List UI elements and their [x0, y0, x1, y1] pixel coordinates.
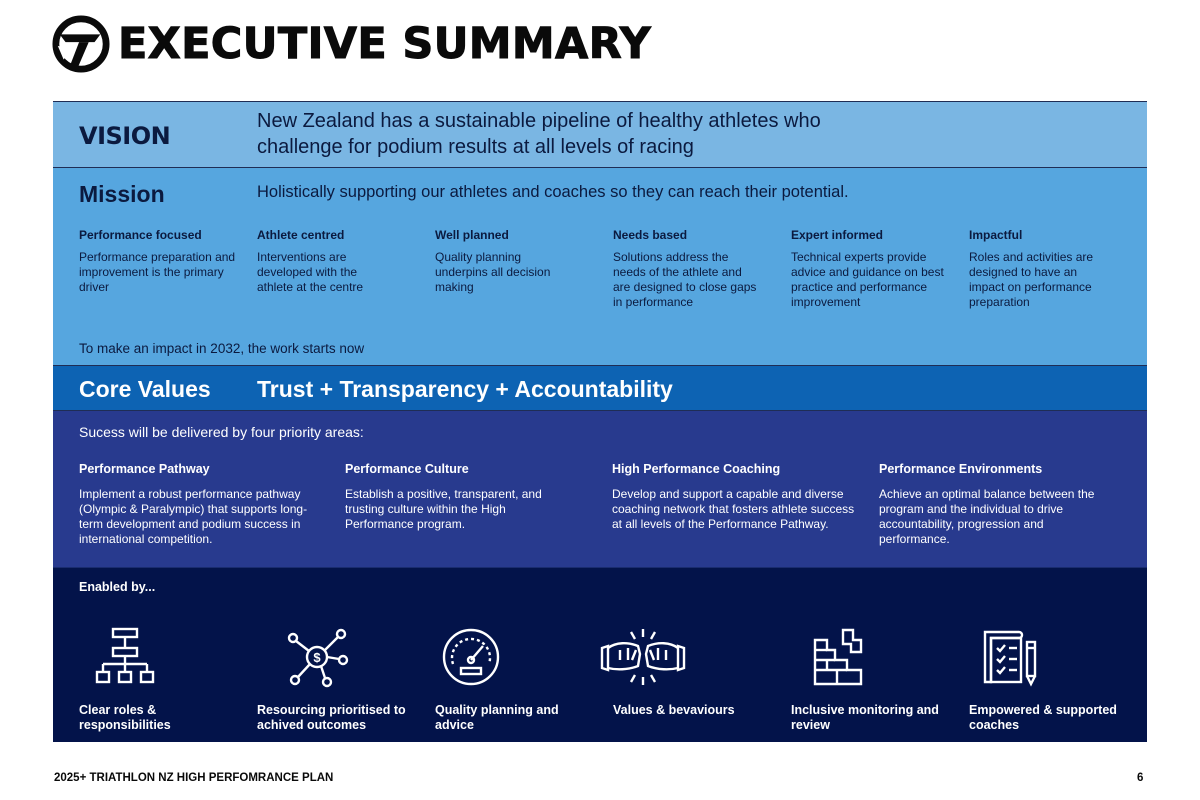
pillar-desc: Interventions are developed with the ath… — [257, 250, 364, 294]
mission-pillar: Expert informed Technical experts provid… — [791, 228, 946, 310]
pillar-title: Expert informed — [791, 228, 884, 242]
pillar-title: Performance focused — [79, 228, 202, 242]
mission-pillar: Performance focused Performance preparat… — [79, 228, 239, 295]
speedometer-icon — [442, 628, 500, 686]
priority-area-title: Performance Culture — [345, 462, 469, 476]
priority-area-desc: Establish a positive, transparent, and t… — [345, 487, 542, 531]
priority-area: Performance Culture Establish a positive… — [345, 462, 560, 532]
mission-section: Mission Holistically supporting our athl… — [53, 167, 1147, 365]
mission-pillar: Impactful Roles and activities are desig… — [969, 228, 1109, 310]
enabled-by-label: Enabled by... — [79, 580, 156, 594]
vision-text: New Zealand has a sustainable pipeline o… — [257, 110, 821, 158]
pillar-desc: Technical experts provide advice and gui… — [791, 250, 944, 309]
priority-area-desc: Develop and support a capable and divers… — [612, 487, 855, 531]
org-chart-icon — [95, 627, 155, 684]
enabler-label: Inclusive monitoring and review — [791, 703, 939, 732]
page-title: EXECUTIVE SUMMARY — [117, 19, 652, 70]
priority-area: Performance Pathway Implement a robust p… — [79, 462, 324, 547]
pillar-desc: Quality planning underpins all decision … — [435, 250, 551, 294]
priority-area-desc: Implement a robust performance pathway (… — [79, 487, 308, 546]
pillar-title: Impactful — [969, 228, 1023, 242]
priority-area: High Performance Coaching Develop and su… — [612, 462, 867, 532]
fist-bump-icon — [600, 629, 686, 685]
mission-footnote: To make an impact in 2032, the work star… — [79, 341, 365, 356]
core-values-section: Core Values Trust + Transparency + Accou… — [53, 365, 1147, 411]
pillar-desc: Roles and activities are designed to hav… — [969, 250, 1094, 309]
enabler-label: Values & bevaviours — [613, 703, 735, 717]
core-values-label: Core Values — [79, 376, 211, 402]
priority-intro: Sucess will be delivered by four priorit… — [79, 424, 364, 440]
svg-text:$: $ — [313, 650, 321, 665]
mission-pillar: Needs based Solutions address the needs … — [613, 228, 761, 310]
blocks-icon — [813, 628, 863, 686]
pillar-title: Needs based — [613, 228, 688, 242]
page-number: 6 — [1137, 772, 1144, 784]
enabler-label: Quality planning and advice — [435, 703, 559, 732]
footer-document-title: 2025+ TRIATHLON NZ HIGH PERFOMRANCE PLAN — [54, 772, 334, 784]
enabler-label: Empowered & supported coaches — [969, 703, 1117, 732]
priority-areas-section: Sucess will be delivered by four priorit… — [53, 411, 1147, 567]
pillar-desc: Performance preparation and improvement … — [79, 250, 236, 294]
core-values-text: Trust + Transparency + Accountability — [257, 376, 673, 402]
enabled-by-section: Enabled by... Clear roles & responsibili… — [53, 567, 1147, 742]
mission-pillar: Well planned Quality planning underpins … — [435, 228, 570, 295]
mission-pillar: Athlete centred Interventions are develo… — [257, 228, 387, 295]
priority-area-title: Performance Pathway — [79, 462, 210, 476]
mission-text: Holistically supporting our athletes and… — [257, 183, 849, 201]
enabler-label: Clear roles & responsibilities — [79, 703, 171, 732]
mission-label: Mission — [79, 181, 165, 207]
triathlon-nz-logo-icon — [52, 15, 110, 73]
pillar-title: Athlete centred — [257, 228, 345, 242]
enabler-label: Resourcing prioritised to achived outcom… — [257, 703, 406, 732]
pillar-desc: Solutions address the needs of the athle… — [613, 250, 757, 309]
priority-area: Performance Environments Achieve an opti… — [879, 462, 1109, 547]
page-header: EXECUTIVE SUMMARY — [52, 14, 651, 74]
vision-section: VISION New Zealand has a sustainable pip… — [53, 101, 1147, 167]
pillar-title: Well planned — [435, 228, 509, 242]
priority-area-desc: Achieve an optimal balance between the p… — [879, 487, 1095, 546]
priority-area-title: Performance Environments — [879, 462, 1043, 476]
priority-area-title: High Performance Coaching — [612, 462, 781, 476]
vision-label: VISION — [79, 122, 171, 150]
money-network-icon: $ — [287, 628, 349, 688]
clipboard-pencil-icon — [983, 630, 1037, 687]
